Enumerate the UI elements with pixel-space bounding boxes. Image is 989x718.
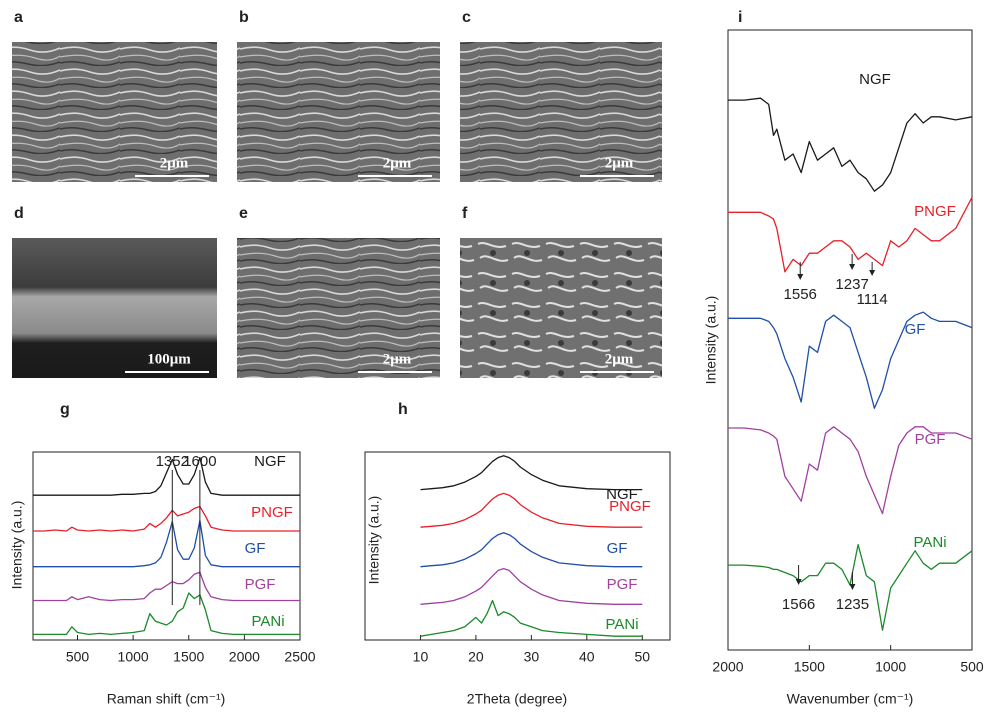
series-label: PNGF (251, 504, 293, 521)
annotation: 1600 (183, 453, 216, 470)
annotation: 1566 (782, 596, 815, 613)
spectrum-line (33, 592, 300, 636)
spectrum-line (420, 532, 643, 568)
spectrum-line (728, 426, 973, 515)
scale-bar-label: 2μm (605, 351, 634, 367)
scale-bar-label: 2μm (605, 155, 634, 171)
x-tick-label: 2500 (284, 649, 315, 665)
series-label: GF (905, 321, 926, 338)
spectrum-line (33, 456, 300, 496)
x-axis-label: Wavenumber (cm⁻¹) (787, 691, 914, 707)
spectrum-line (33, 571, 300, 602)
x-tick-label: 1000 (875, 659, 906, 675)
series-label: PGF (607, 576, 638, 593)
x-tick-label: 20 (468, 649, 484, 665)
x-tick-label: 1500 (794, 659, 825, 675)
scale-bar-label: 100μm (147, 351, 191, 367)
sem-image (237, 42, 440, 182)
x-tick-label: 30 (524, 649, 540, 665)
spectrum-line (728, 97, 973, 192)
plot-frame (364, 451, 671, 641)
sem-image (237, 238, 440, 378)
panel-label: g (60, 401, 70, 418)
x-tick-label: 40 (579, 649, 595, 665)
scale-bar-label: 2μm (383, 351, 412, 367)
series-label: GF (607, 540, 628, 557)
sem-image (460, 42, 662, 182)
series-label: NGF (606, 486, 638, 503)
x-tick-label: 2000 (229, 649, 260, 665)
x-tick-label: 500 (960, 659, 984, 675)
annotation: 1352 (156, 453, 189, 470)
panel-label: e (239, 205, 248, 222)
x-tick-label: 10 (413, 649, 429, 665)
spectrum-line (33, 505, 300, 532)
series-label: PANi (605, 616, 638, 633)
x-axis-label: 2Theta (degree) (467, 691, 567, 707)
spectrum-line (728, 197, 973, 273)
plot-frame (32, 451, 301, 641)
panel-label: h (398, 401, 408, 418)
spectrum-line (728, 543, 973, 631)
spectrum-line (33, 519, 300, 568)
y-axis-label: Intensity (a.u.) (366, 496, 382, 585)
sem-image (12, 238, 217, 378)
sem-image (12, 42, 217, 182)
series-label: PGF (245, 576, 276, 593)
arrow-head (795, 579, 802, 585)
x-tick-label: 500 (66, 649, 90, 665)
spectrum-line (728, 311, 973, 409)
sem-image (460, 238, 662, 378)
annotation: 1235 (836, 596, 869, 613)
plot-frame (727, 29, 973, 651)
annotation: 1556 (784, 286, 817, 303)
x-tick-label: 1000 (118, 649, 149, 665)
series-label: NGF (859, 71, 891, 88)
x-axis-label: Raman shift (cm⁻¹) (107, 691, 226, 707)
panel-label: b (239, 9, 249, 26)
arrow-head (797, 274, 804, 280)
y-axis-label: Intensity (a.u.) (703, 296, 719, 385)
panel-label: i (738, 9, 742, 26)
arrow-head (849, 264, 856, 270)
panel-label: d (14, 205, 24, 222)
spectrum-line (420, 567, 643, 605)
spectrum-line (420, 455, 643, 491)
scale-bar-label: 2μm (160, 155, 189, 171)
series-label: PNGF (914, 203, 956, 220)
panel-label: c (462, 9, 471, 26)
panel-label: a (14, 9, 23, 26)
arrow-head (849, 584, 856, 590)
series-label: NGF (254, 453, 286, 470)
x-tick-label: 50 (634, 649, 650, 665)
series-label: PANi (251, 613, 284, 630)
panel-label: f (462, 205, 468, 222)
series-label: PGF (915, 431, 946, 448)
series-label: GF (245, 540, 266, 557)
x-tick-label: 2000 (712, 659, 743, 675)
spectrum-line (420, 599, 643, 637)
x-tick-label: 1500 (173, 649, 204, 665)
annotation: 1114 (857, 291, 888, 308)
spectrum-line (420, 492, 643, 528)
series-label: PNGF (609, 498, 651, 515)
scale-bar-label: 2μm (383, 155, 412, 171)
annotation: 1237 (835, 276, 868, 293)
series-label: PANi (913, 534, 946, 551)
arrow-head (869, 270, 876, 276)
y-axis-label: Intensity (a.u.) (9, 501, 25, 590)
